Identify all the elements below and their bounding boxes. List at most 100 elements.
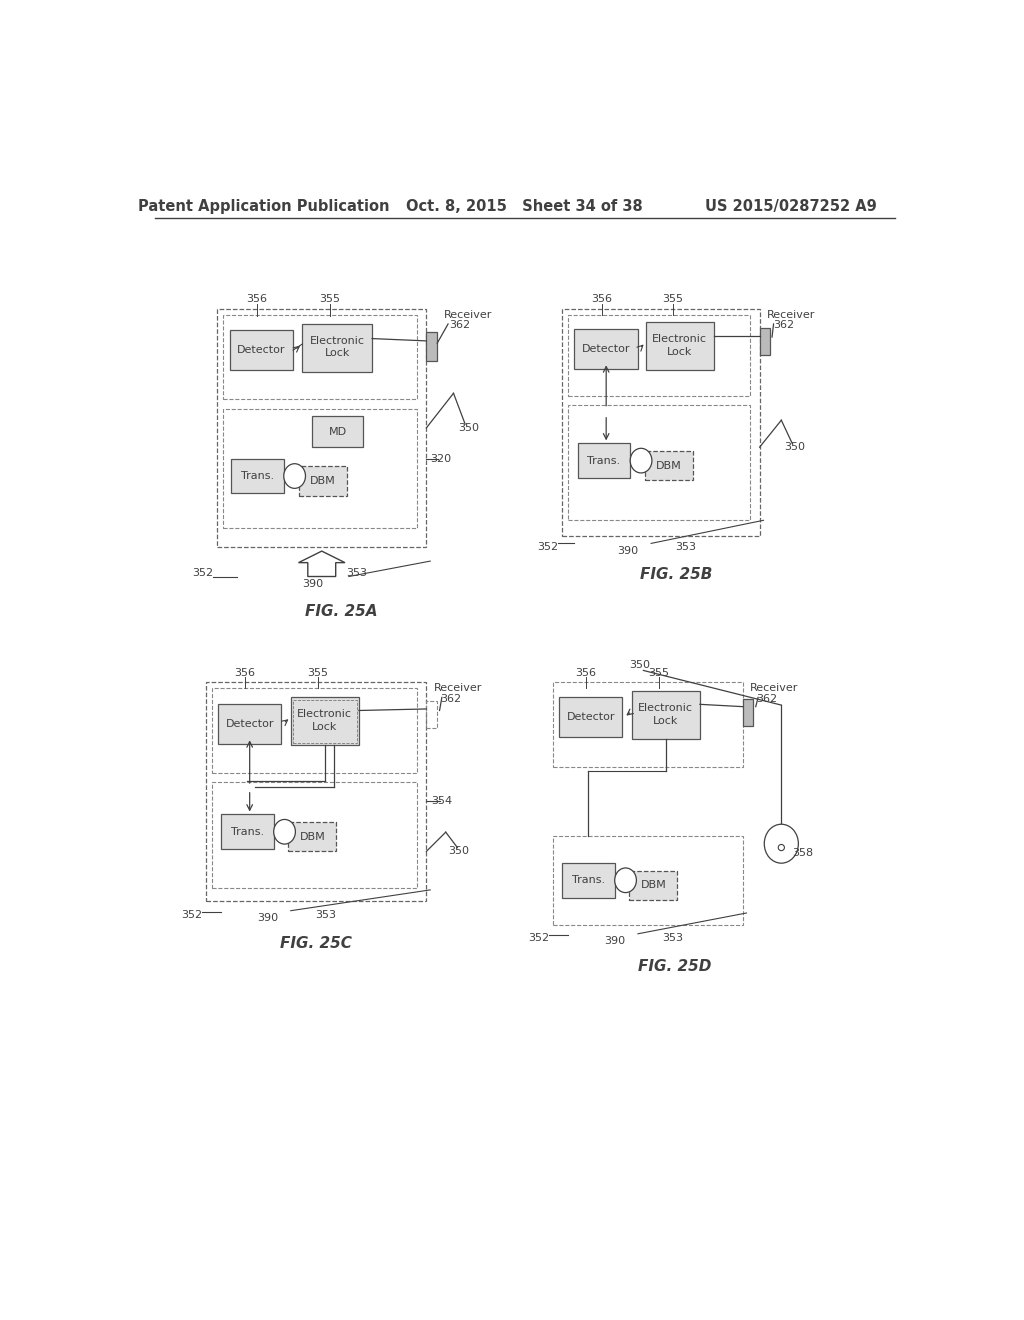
Text: DBM: DBM <box>300 832 326 842</box>
Text: 390: 390 <box>257 913 279 924</box>
Text: 353: 353 <box>346 568 368 578</box>
Text: 356: 356 <box>246 294 267 305</box>
Text: 362: 362 <box>757 694 777 704</box>
Text: FIG. 25A: FIG. 25A <box>305 603 378 619</box>
Text: 350: 350 <box>459 422 479 433</box>
Text: Lock: Lock <box>653 715 679 726</box>
Text: 350: 350 <box>449 846 469 857</box>
Bar <box>291 697 359 744</box>
Bar <box>299 466 346 496</box>
Text: MD: MD <box>329 426 347 437</box>
Text: Oct. 8, 2015   Sheet 34 of 38: Oct. 8, 2015 Sheet 34 of 38 <box>407 198 643 214</box>
Bar <box>289 822 337 851</box>
Bar <box>562 863 614 898</box>
Bar <box>229 330 293 370</box>
Text: Receiver: Receiver <box>751 684 799 693</box>
Text: 320: 320 <box>430 454 451 463</box>
Bar <box>312 416 362 447</box>
Text: Lock: Lock <box>312 722 338 731</box>
Bar <box>212 688 417 774</box>
Text: 362: 362 <box>440 694 462 704</box>
Text: Detector: Detector <box>237 345 286 355</box>
Ellipse shape <box>284 463 305 488</box>
Text: Receiver: Receiver <box>767 310 816 319</box>
Text: 356: 356 <box>575 668 597 677</box>
Text: 355: 355 <box>307 668 329 677</box>
Text: 352: 352 <box>538 543 559 552</box>
Text: Receiver: Receiver <box>443 310 492 319</box>
Bar <box>578 444 630 478</box>
Bar <box>574 329 638 368</box>
Text: 390: 390 <box>302 579 323 589</box>
Bar <box>645 451 693 480</box>
Text: FIG. 25C: FIG. 25C <box>280 936 351 952</box>
Text: Trans.: Trans. <box>241 471 274 480</box>
Text: Trans.: Trans. <box>571 875 605 886</box>
Text: 358: 358 <box>793 847 814 858</box>
Ellipse shape <box>273 820 295 843</box>
Text: 355: 355 <box>663 294 683 305</box>
Text: Detector: Detector <box>566 713 615 722</box>
Text: 352: 352 <box>181 911 202 920</box>
Bar <box>568 314 751 396</box>
Ellipse shape <box>630 449 652 473</box>
Bar <box>231 459 284 494</box>
Text: Receiver: Receiver <box>434 684 482 693</box>
Bar <box>632 692 700 739</box>
Bar <box>223 409 417 528</box>
Bar <box>568 405 751 520</box>
Text: 362: 362 <box>450 321 471 330</box>
Bar <box>212 781 417 888</box>
Text: 350: 350 <box>629 660 650 671</box>
Text: Detector: Detector <box>225 718 274 729</box>
Polygon shape <box>299 552 345 577</box>
Text: 355: 355 <box>648 668 670 677</box>
Ellipse shape <box>764 824 799 863</box>
Text: 353: 353 <box>676 543 696 552</box>
Text: 390: 390 <box>617 546 638 556</box>
Bar <box>742 700 754 726</box>
Text: Patent Application Publication: Patent Application Publication <box>138 198 389 214</box>
Text: 355: 355 <box>319 294 340 305</box>
Bar <box>293 700 356 743</box>
Text: DBM: DBM <box>656 461 682 471</box>
Bar <box>218 704 282 743</box>
Bar <box>559 697 623 738</box>
Text: 352: 352 <box>193 568 214 578</box>
Bar <box>221 814 273 849</box>
Bar <box>223 314 417 400</box>
Text: 356: 356 <box>234 668 256 677</box>
Text: Lock: Lock <box>667 347 692 356</box>
Text: Electronic: Electronic <box>297 709 352 719</box>
Text: Trans.: Trans. <box>588 455 621 466</box>
Ellipse shape <box>778 845 784 850</box>
Text: DBM: DBM <box>641 880 667 890</box>
Bar <box>553 836 742 924</box>
Bar <box>426 331 437 360</box>
Text: 354: 354 <box>431 796 453 807</box>
Text: Electronic: Electronic <box>652 334 708 345</box>
Text: 352: 352 <box>528 933 549 944</box>
Text: Electronic: Electronic <box>309 335 365 346</box>
Text: 353: 353 <box>315 911 336 920</box>
Text: 356: 356 <box>591 294 612 305</box>
Bar <box>553 682 742 767</box>
Text: 353: 353 <box>663 933 683 944</box>
Text: 350: 350 <box>784 442 805 453</box>
Bar <box>562 309 760 536</box>
Bar <box>217 309 426 548</box>
Bar <box>426 701 437 729</box>
Text: Electronic: Electronic <box>638 704 693 713</box>
Text: FIG. 25B: FIG. 25B <box>640 566 712 582</box>
Bar <box>646 322 714 370</box>
Text: Detector: Detector <box>582 343 631 354</box>
Bar <box>630 871 678 900</box>
Text: US 2015/0287252 A9: US 2015/0287252 A9 <box>705 198 877 214</box>
Text: Trans.: Trans. <box>230 826 264 837</box>
Bar <box>760 327 770 355</box>
Ellipse shape <box>614 869 636 892</box>
Text: FIG. 25D: FIG. 25D <box>638 960 711 974</box>
Bar <box>206 682 426 902</box>
Bar <box>302 323 372 372</box>
Text: DBM: DBM <box>309 477 336 486</box>
